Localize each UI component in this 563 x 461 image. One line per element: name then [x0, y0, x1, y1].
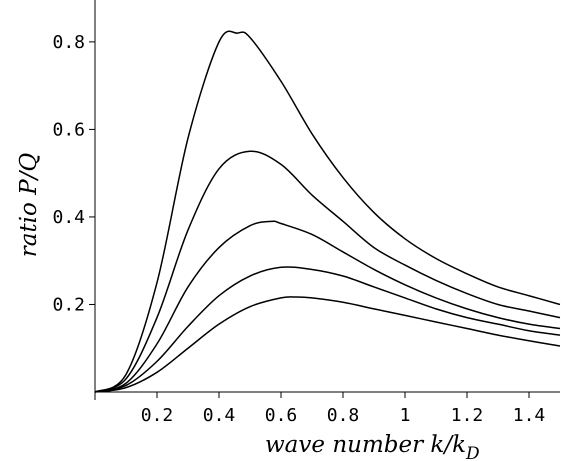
x-axis-title-subscript: D	[465, 444, 480, 461]
x-tick-label: 0.6	[265, 405, 298, 426]
x-tick-label: 1.2	[451, 405, 484, 426]
x-ticks: 0.2 0.4 0.6 0.8 1 1.2 1.4	[141, 392, 546, 426]
x-tick-label: 1.4	[513, 405, 546, 426]
y-tick-label: 0.8	[52, 32, 85, 53]
y-axis-title: ratio P/Q	[16, 153, 42, 258]
x-tick-label: 1	[400, 405, 411, 426]
y-tick-label: 0.4	[52, 207, 85, 228]
x-tick-label: 0.4	[203, 405, 236, 426]
series-line-3	[94, 220, 561, 393]
x-axis-title-main: wave number k/k	[265, 432, 466, 458]
y-ticks: 0.2 0.4 0.6 0.8	[52, 32, 95, 315]
series-group	[94, 30, 561, 393]
series-line-4	[94, 266, 561, 393]
series-line-5	[94, 296, 561, 393]
series-line-1	[94, 30, 561, 393]
y-tick-label: 0.2	[52, 294, 85, 315]
y-tick-label: 0.6	[52, 119, 85, 140]
series-line-2	[94, 150, 561, 393]
x-tick-label: 0.8	[327, 405, 360, 426]
x-axis-title: wave number k/kD	[265, 432, 480, 461]
x-tick-label: 0.2	[141, 405, 174, 426]
